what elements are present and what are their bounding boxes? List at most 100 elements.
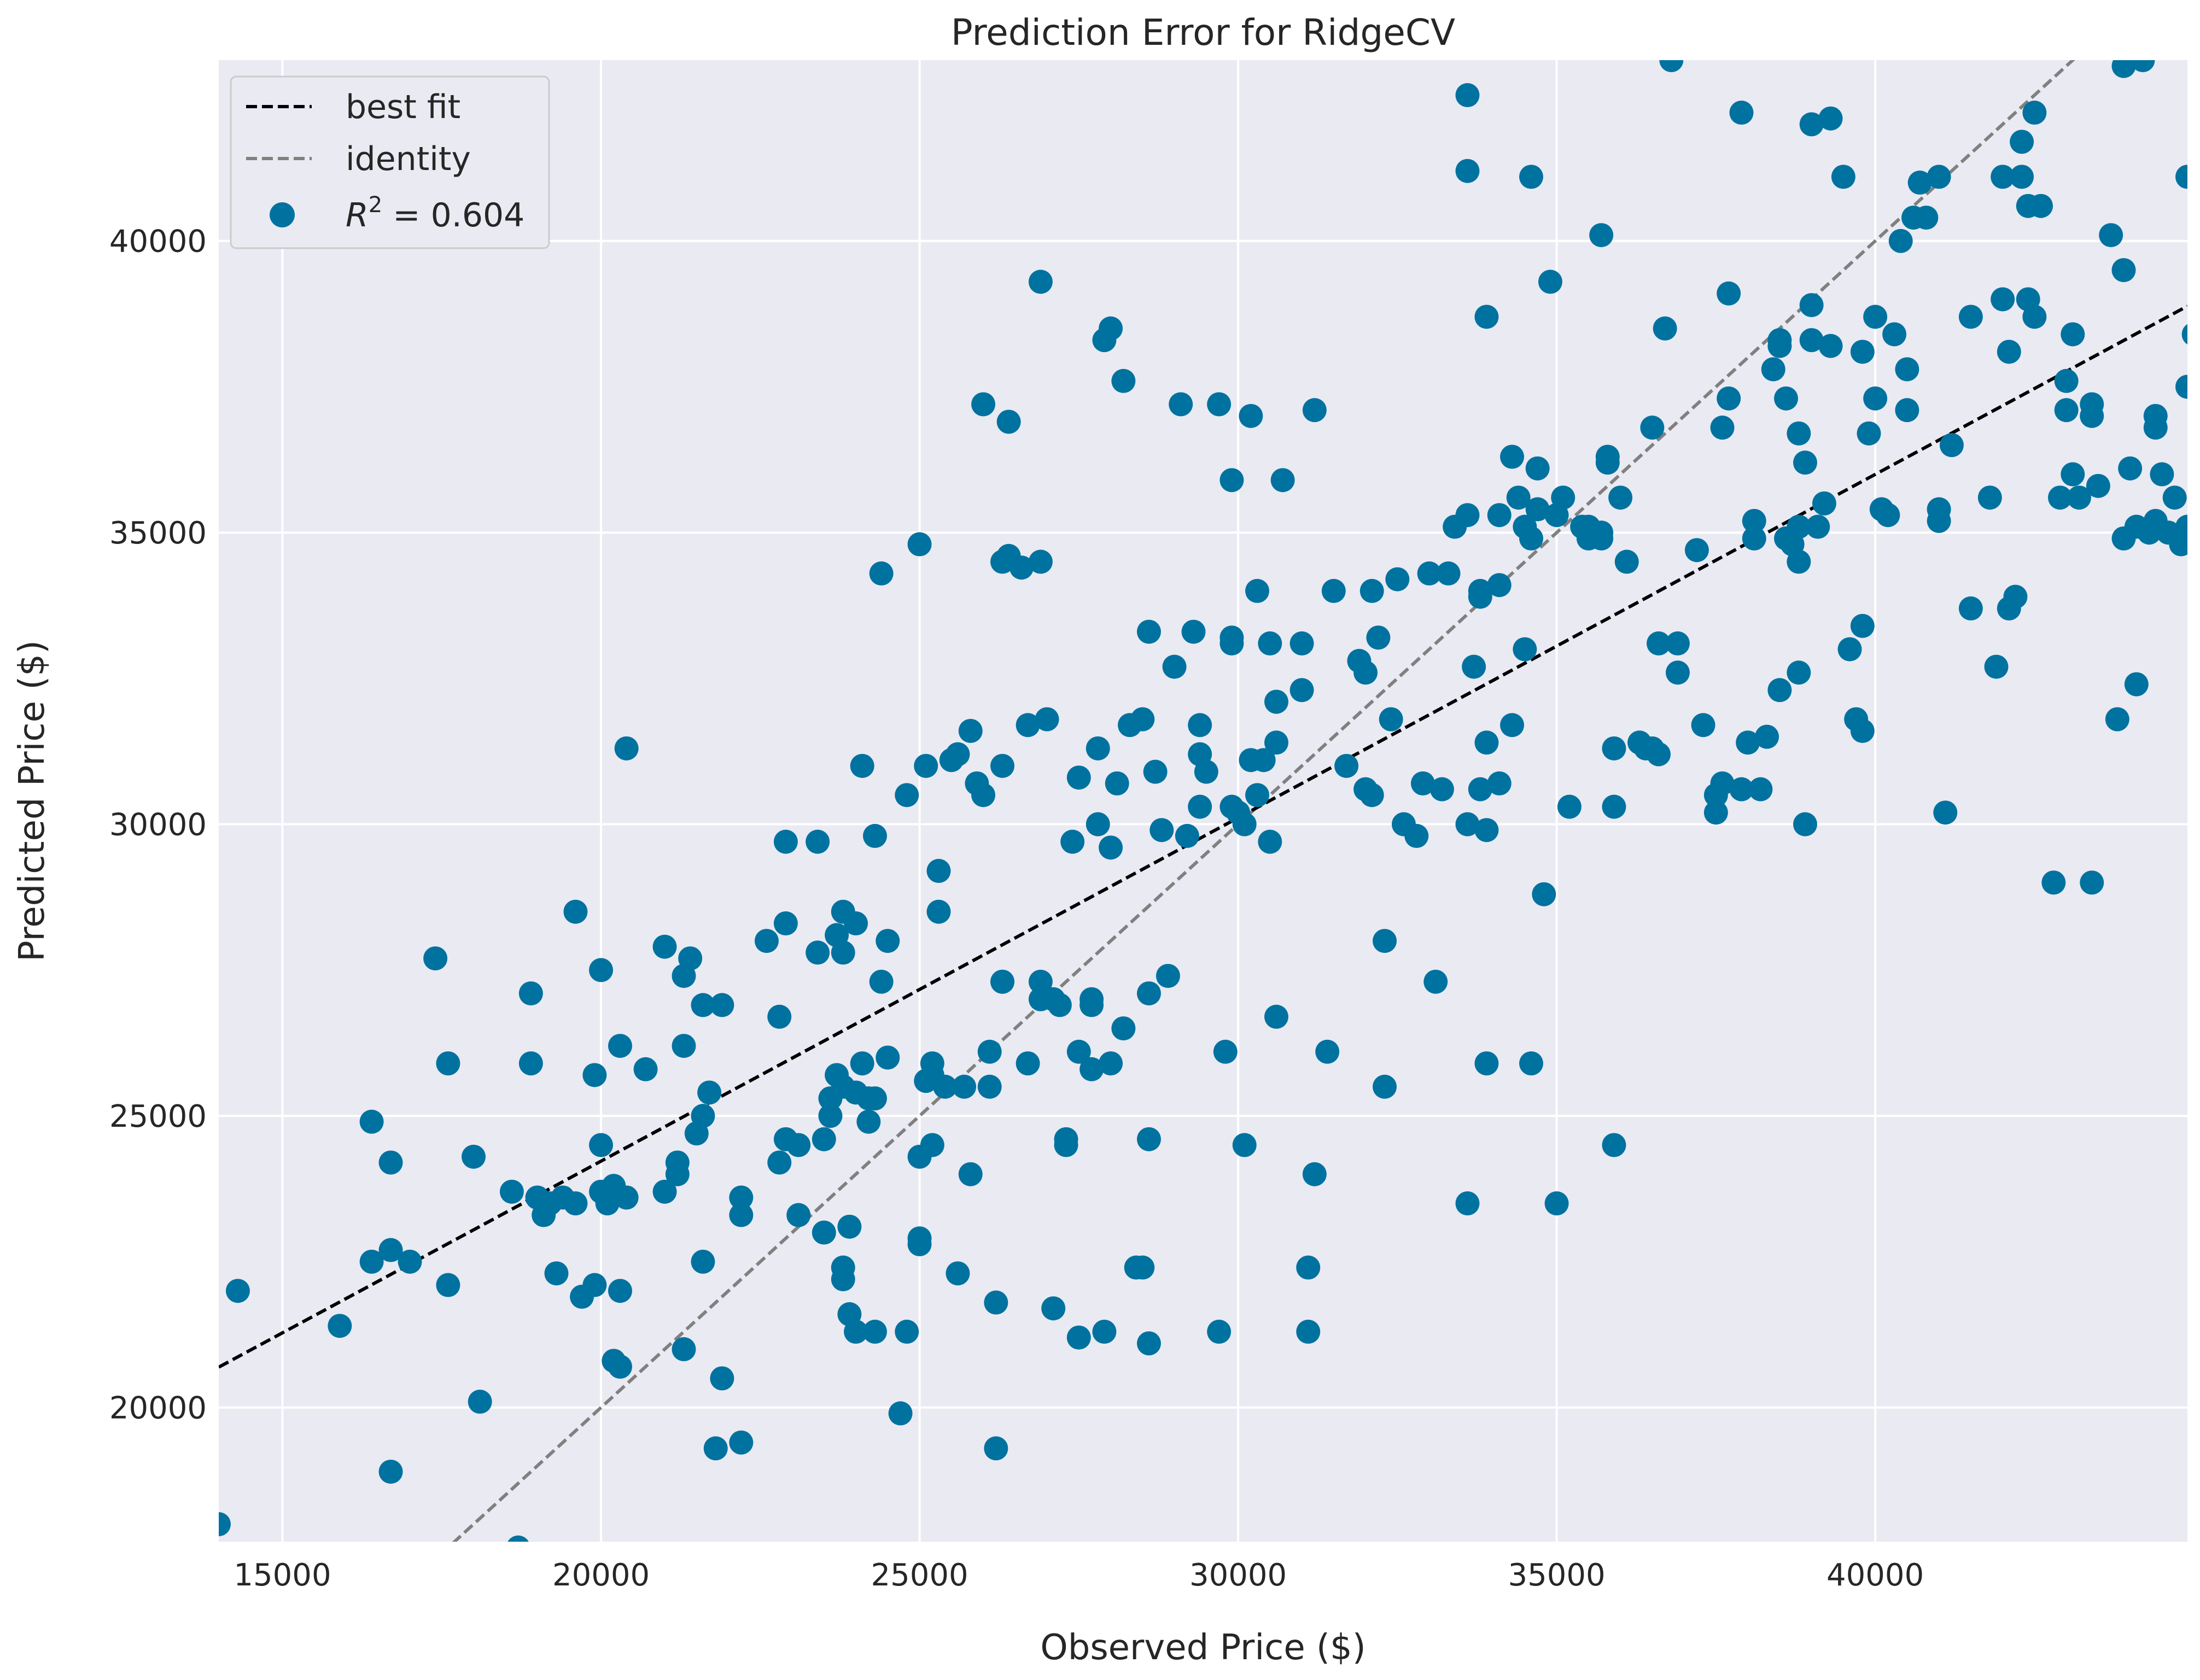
data-point [1691, 713, 1715, 737]
data-point [1474, 305, 1499, 329]
data-point [812, 1127, 836, 1151]
data-point [225, 1279, 250, 1303]
data-point [767, 1150, 792, 1175]
data-point [2080, 870, 2104, 895]
data-point [2111, 60, 2136, 78]
data-point [1359, 578, 1384, 603]
data-point [863, 824, 887, 848]
data-point [652, 1179, 677, 1204]
data-point [1099, 835, 1123, 860]
data-point [1111, 368, 1136, 393]
data-point [1239, 403, 1263, 428]
data-point [1264, 730, 1288, 755]
data-point [1436, 561, 1461, 586]
data-point [703, 1436, 728, 1461]
data-point [1130, 1255, 1155, 1280]
data-point [1876, 503, 1900, 528]
data-point [926, 899, 951, 924]
data-point [1143, 759, 1168, 784]
data-point [1710, 415, 1735, 440]
data-point [1659, 60, 1684, 72]
data-point [1525, 456, 1550, 481]
data-point [1149, 818, 1174, 842]
data-point [1016, 713, 1040, 737]
data-point [863, 1086, 887, 1111]
y-tick-label: 30000 [109, 807, 207, 843]
data-point [1455, 83, 1480, 108]
data-point [786, 1203, 811, 1227]
data-point [1468, 578, 1492, 603]
x-tick-label: 25000 [871, 1558, 968, 1593]
data-point [1799, 328, 1824, 353]
data-point [1557, 794, 1582, 819]
data-point [1054, 1133, 1078, 1157]
data-point [1614, 549, 1639, 574]
data-point [990, 753, 1015, 778]
data-point [1289, 678, 1314, 703]
data-point [907, 1232, 932, 1256]
data-point [614, 736, 639, 760]
data-point [1665, 631, 1690, 655]
data-point [436, 1051, 460, 1076]
data-point [1041, 1296, 1066, 1321]
data-point [895, 783, 919, 807]
data-point [2143, 415, 2168, 440]
data-point [2175, 165, 2187, 189]
data-point [2029, 194, 2053, 218]
data-point [1787, 549, 1811, 574]
data-point [1047, 993, 1072, 1017]
data-point [977, 1039, 1002, 1064]
data-point [1532, 882, 1556, 906]
data-point [1359, 783, 1384, 807]
data-point [1270, 468, 1295, 493]
legend-r2-symbol: R [346, 196, 369, 235]
data-point [1264, 689, 1288, 714]
tick-labels: 15000 20000 25000 30000 35000 40000 20000 25000… [109, 224, 1924, 1593]
y-tick-label: 25000 [109, 1099, 207, 1134]
data-point [958, 718, 983, 743]
data-point [1353, 660, 1378, 685]
data-point [844, 911, 868, 936]
data-point [589, 1133, 614, 1157]
data-point [2086, 473, 2110, 498]
data-point [672, 1034, 696, 1058]
data-point [1136, 619, 1161, 644]
data-point [1066, 765, 1091, 790]
data-point [1175, 824, 1199, 848]
x-tick-label: 40000 [1826, 1558, 1924, 1593]
data-point [499, 1179, 524, 1204]
data-point [1315, 1039, 1340, 1064]
data-point [2175, 514, 2187, 539]
data-point [1417, 561, 1442, 586]
data-point [691, 993, 715, 1017]
data-point [2131, 60, 2155, 72]
data-point [1799, 293, 1824, 318]
data-point [1474, 1051, 1499, 1076]
data-point [1130, 707, 1155, 731]
data-point [2118, 456, 2143, 481]
x-axis-label: Observed Price ($) [1040, 1628, 1365, 1668]
data-point [1729, 777, 1754, 801]
data-point [773, 911, 798, 936]
data-point [665, 1162, 690, 1186]
data-point [1907, 171, 1932, 195]
data-point [1774, 386, 1799, 411]
data-point [1136, 1127, 1161, 1151]
data-point [697, 1080, 722, 1105]
data-point [1799, 112, 1824, 137]
data-point [1710, 771, 1735, 795]
data-point [1028, 969, 1053, 994]
data-point [1385, 567, 1410, 592]
data-point [1404, 824, 1429, 848]
data-point [1035, 707, 1059, 731]
data-point [1818, 333, 1843, 358]
data-point [1863, 305, 1888, 329]
data-point [219, 1512, 231, 1536]
data-point [1455, 812, 1480, 836]
y-tick-label: 20000 [109, 1391, 207, 1426]
data-point [1455, 1191, 1480, 1216]
data-point [1092, 1319, 1117, 1344]
data-point [1538, 270, 1562, 294]
legend-box [230, 75, 550, 249]
